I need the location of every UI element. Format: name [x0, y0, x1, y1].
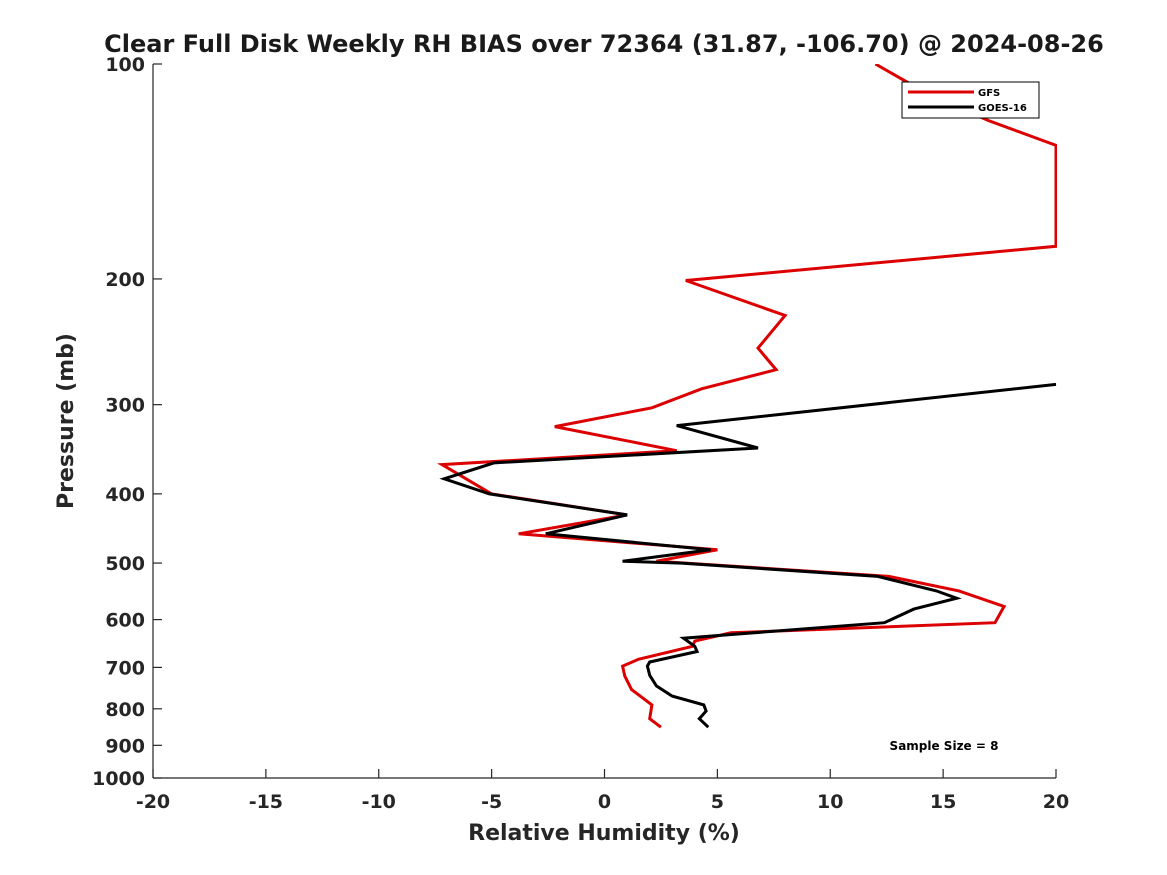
y-tick-label: 700 [105, 657, 145, 679]
y-tick-label: 400 [105, 484, 145, 506]
y-tick-label: 1000 [92, 768, 145, 790]
sample-size-annotation: Sample Size = 8 [890, 739, 999, 753]
y-tick-label: 500 [105, 553, 145, 575]
x-axis-label: Relative Humidity (%) [468, 821, 740, 846]
x-tick-label: -10 [362, 791, 396, 813]
x-tick-label: -15 [249, 791, 283, 813]
legend-box [901, 81, 1040, 119]
x-tick-label: -20 [136, 791, 170, 813]
x-tick-label: 15 [930, 791, 956, 813]
chart-title: Clear Full Disk Weekly RH BIAS over 7236… [104, 30, 1104, 58]
y-tick-label: 800 [105, 699, 145, 721]
x-tick-label: -5 [481, 791, 502, 813]
series-line-goes16 [439, 382, 1057, 729]
legend-label-gfs: GFS [978, 88, 1000, 99]
x-axis-ticks: -20 -15 -10 -5 0 5 10 15 20 [136, 769, 1069, 813]
x-tick-label: 20 [1043, 791, 1069, 813]
x-tick-label: 5 [711, 791, 724, 813]
y-tick-label: 200 [105, 269, 145, 291]
x-tick-label: 0 [598, 791, 611, 813]
y-tick-label: 600 [105, 610, 145, 632]
y-axis-ticks: 100 200 300 400 500 600 700 800 900 1000 [92, 54, 162, 790]
legend-label-goes16: GOES-16 [978, 103, 1027, 114]
x-tick-label: 10 [817, 791, 843, 813]
y-axis-label: Pressure (mb) [54, 333, 79, 509]
series-layer [437, 64, 1057, 729]
y-tick-label: 100 [105, 54, 145, 76]
legend: GFS GOES-16 [901, 81, 1040, 119]
y-tick-label: 300 [105, 395, 145, 417]
y-tick-label: 900 [105, 735, 145, 757]
